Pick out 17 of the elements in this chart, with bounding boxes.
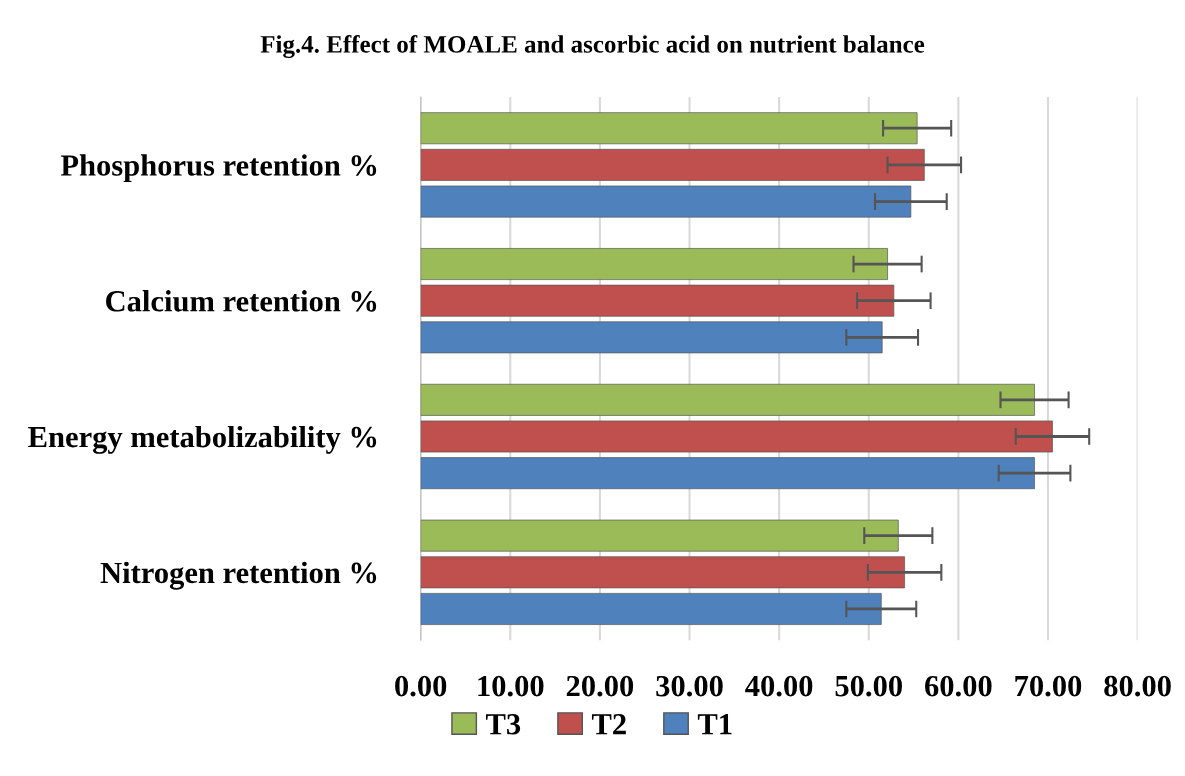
y-tick-label: Calcium retention % [106,290,377,312]
legend-label: T1 [697,714,732,735]
x-tick-label: 20.00 [566,675,634,697]
chart-title: Fig.4. Effect of MOALE and ascorbic acid on nutrient balance [260,34,925,59]
y-tick-label: Phosphorus retention % [60,154,377,183]
x-tick-label: 10.00 [478,675,544,697]
x-tick-label: 50.00 [835,675,902,697]
legend-label: T3 [486,714,521,735]
x-tick-label: 70.00 [1015,675,1082,697]
y-tick-label: Nitrogen retention % [100,561,377,590]
x-tick-label: 60.00 [925,675,992,697]
x-tick-label: 80.00 [1104,675,1171,697]
y-tick-label: Energy metabolizability % [28,425,377,454]
x-tick-label: 30.00 [656,675,723,697]
x-tick-label: 40.00 [745,675,813,697]
x-tick-label: 0.00 [395,675,447,697]
legend-label: T2 [591,714,626,735]
